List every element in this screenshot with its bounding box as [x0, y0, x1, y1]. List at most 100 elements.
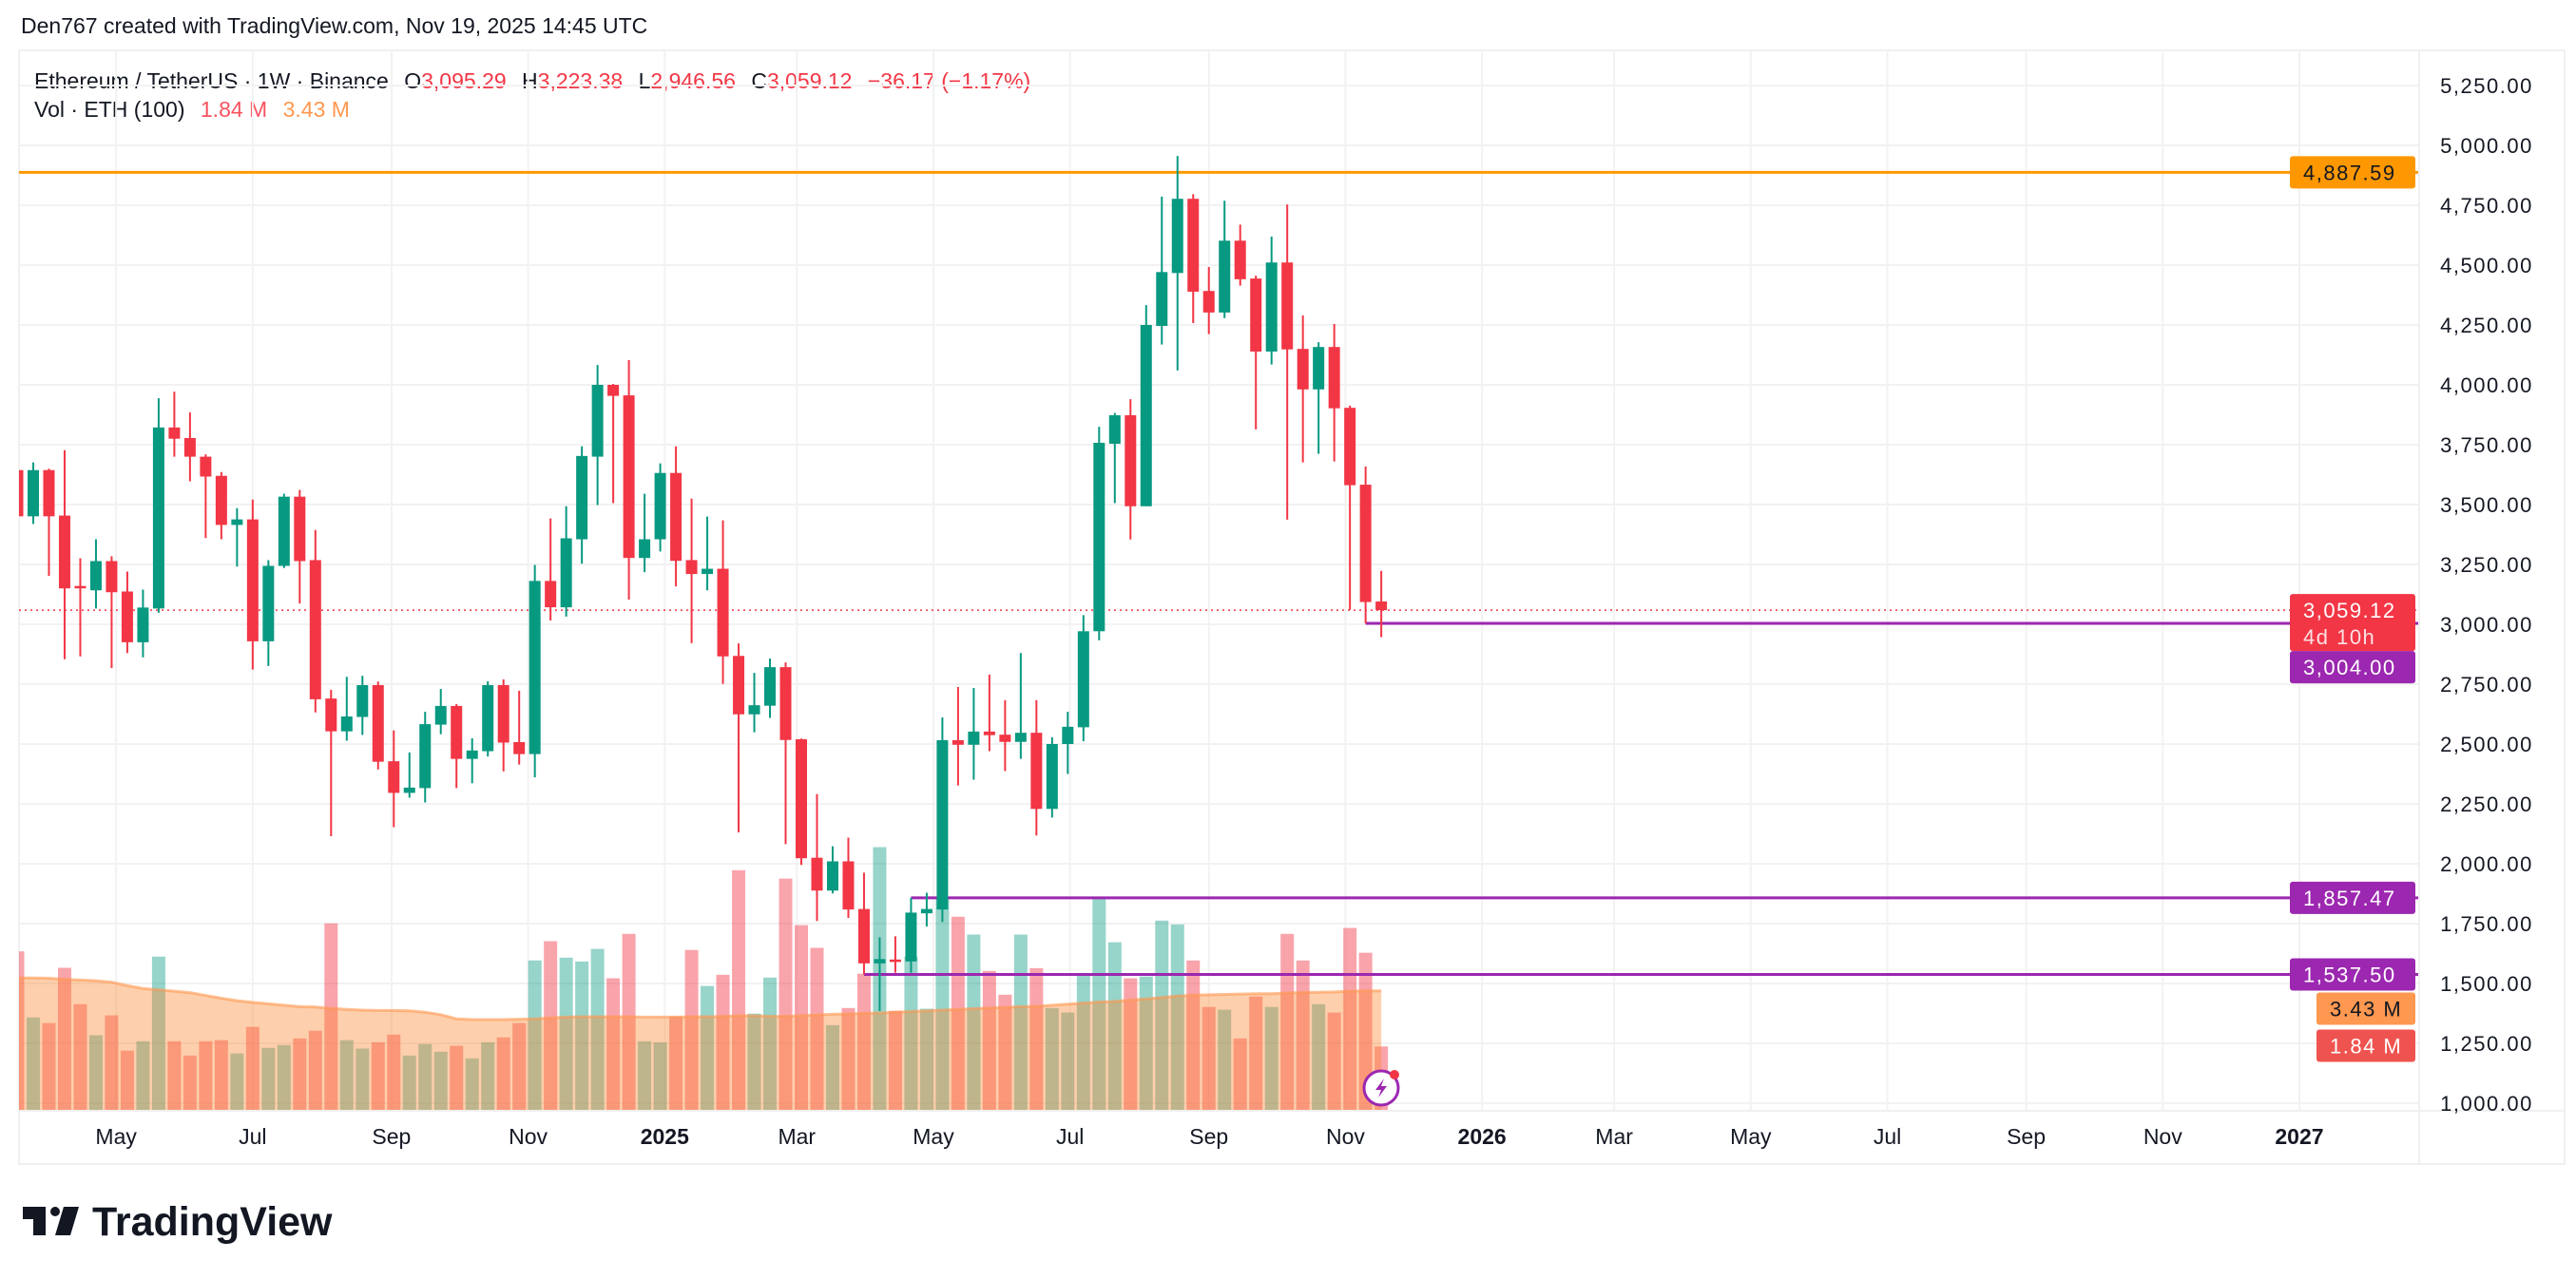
candle: [685, 498, 698, 643]
volume-bar: [888, 1010, 902, 1111]
candle-body: [1202, 291, 1215, 313]
candle-body: [623, 395, 635, 559]
volume-bar: [120, 1050, 134, 1111]
candle: [889, 936, 901, 973]
candle: [356, 676, 369, 735]
volume-bar: [26, 1017, 40, 1111]
volume-bar: [214, 1040, 228, 1111]
candle-body: [529, 581, 541, 754]
candle: [529, 564, 541, 778]
candle: [372, 681, 384, 770]
candle: [231, 507, 243, 567]
candle: [1046, 736, 1058, 818]
volume-bar: [1201, 1006, 1216, 1111]
volume-bar: [1092, 896, 1106, 1111]
price-tick-label: 5,000.00: [2440, 134, 2533, 158]
candle: [215, 471, 227, 540]
volume-bar: [450, 1045, 464, 1111]
lightning-alert-icon[interactable]: [1362, 1069, 1400, 1107]
price-tick-label: 4,500.00: [2440, 254, 2533, 277]
volume-tag: 1.84 M: [2316, 1029, 2415, 1062]
time-tick-label: Nov: [509, 1124, 548, 1149]
candle: [920, 892, 932, 927]
candle: [434, 689, 447, 735]
volume-bar: [825, 1024, 839, 1111]
candle: [545, 518, 557, 620]
candle-body: [89, 561, 102, 591]
candle: [325, 690, 337, 837]
candle: [560, 506, 572, 617]
candle: [1062, 711, 1074, 774]
time-axis[interactable]: May Jul Sep Nov 2025 Mar May Jul Sep Nov 2026 Mar Ma…: [95, 1124, 2323, 1149]
volume-title[interactable]: Vol · ETH (100): [34, 97, 185, 122]
candle: [1171, 156, 1183, 371]
low-label: L: [638, 68, 651, 93]
volume-bar: [105, 1015, 119, 1111]
price-axis[interactable]: 5,250.00 5,000.00 4,750.00 4,500.00 4,250.00…: [2440, 74, 2533, 1116]
time-tick-label: 2026: [1458, 1124, 1507, 1149]
volume-bar: [199, 1040, 213, 1111]
candle-body: [262, 565, 275, 641]
price-tick-label: 1,500.00: [2440, 972, 2533, 996]
candle-body: [137, 607, 149, 642]
volume-bar: [151, 956, 165, 1111]
candle-body: [121, 591, 133, 642]
level-tag: 3,004.00: [2290, 651, 2415, 684]
candle-body: [857, 908, 870, 964]
candle-body: [152, 427, 164, 609]
volume-bar: [528, 960, 542, 1111]
candle-body: [434, 705, 447, 725]
price-tick-label: 1,750.00: [2440, 912, 2533, 936]
volume-bar: [293, 1038, 307, 1111]
volume-bar: [19, 951, 25, 1111]
chart-frame: [18, 49, 2566, 1165]
current-price-tag-countdown: 4d 10h: [2303, 625, 2375, 649]
price-tick-label: 3,000.00: [2440, 613, 2533, 637]
candle: [168, 391, 181, 457]
volume-bar: [1029, 967, 1044, 1111]
orange-level-tag: 4,887.59: [2290, 156, 2415, 189]
level-tag-bg: [2290, 651, 2415, 684]
candle-body: [607, 385, 620, 396]
volume-bar: [1280, 933, 1295, 1111]
candle: [1281, 204, 1294, 520]
candle: [497, 678, 509, 772]
volume-bar: [716, 974, 730, 1111]
volume-bar: [544, 941, 558, 1111]
candle-body: [576, 455, 588, 540]
candle: [403, 752, 415, 798]
volume-bar: [590, 948, 605, 1111]
price-tick-label: 4,750.00: [2440, 194, 2533, 218]
volume-bar: [856, 973, 871, 1111]
candle-body: [999, 735, 1011, 742]
candle: [121, 571, 133, 654]
time-tick-label: Nov: [2143, 1124, 2182, 1149]
symbol-title[interactable]: Ethereum / TetherUS · 1W · Binance: [34, 68, 389, 93]
candle-body: [764, 667, 777, 706]
candle: [513, 691, 526, 765]
tradingview-logo-icon: [23, 1207, 79, 1235]
candle-body: [246, 519, 259, 641]
candle-body: [796, 738, 807, 859]
volume-bar: [1076, 974, 1090, 1111]
volume-bar: [653, 1041, 667, 1111]
level-tag-text: 1,857.47: [2303, 887, 2396, 910]
volume-legend: Vol · ETH (100) 1.84 M 3.43 M: [34, 95, 1030, 124]
volume-bar: [1061, 1012, 1075, 1111]
level-tag-bg: [2290, 881, 2415, 914]
candle: [58, 449, 70, 659]
candle: [623, 360, 635, 601]
candle-body: [983, 731, 995, 735]
close-label: C: [751, 68, 767, 93]
candle-body: [403, 787, 415, 793]
candle: [152, 398, 164, 613]
volume-bar: [324, 923, 338, 1111]
horizontal-lines[interactable]: [19, 170, 2419, 977]
tradingview-logo[interactable]: TradingView: [23, 1199, 333, 1245]
volume-bar: [481, 1041, 495, 1111]
volume-bars: [19, 847, 1389, 1111]
volume-bar: [1139, 976, 1153, 1111]
time-tick-label: Jul: [1056, 1124, 1084, 1149]
price-tick-label: 4,000.00: [2440, 373, 2533, 397]
